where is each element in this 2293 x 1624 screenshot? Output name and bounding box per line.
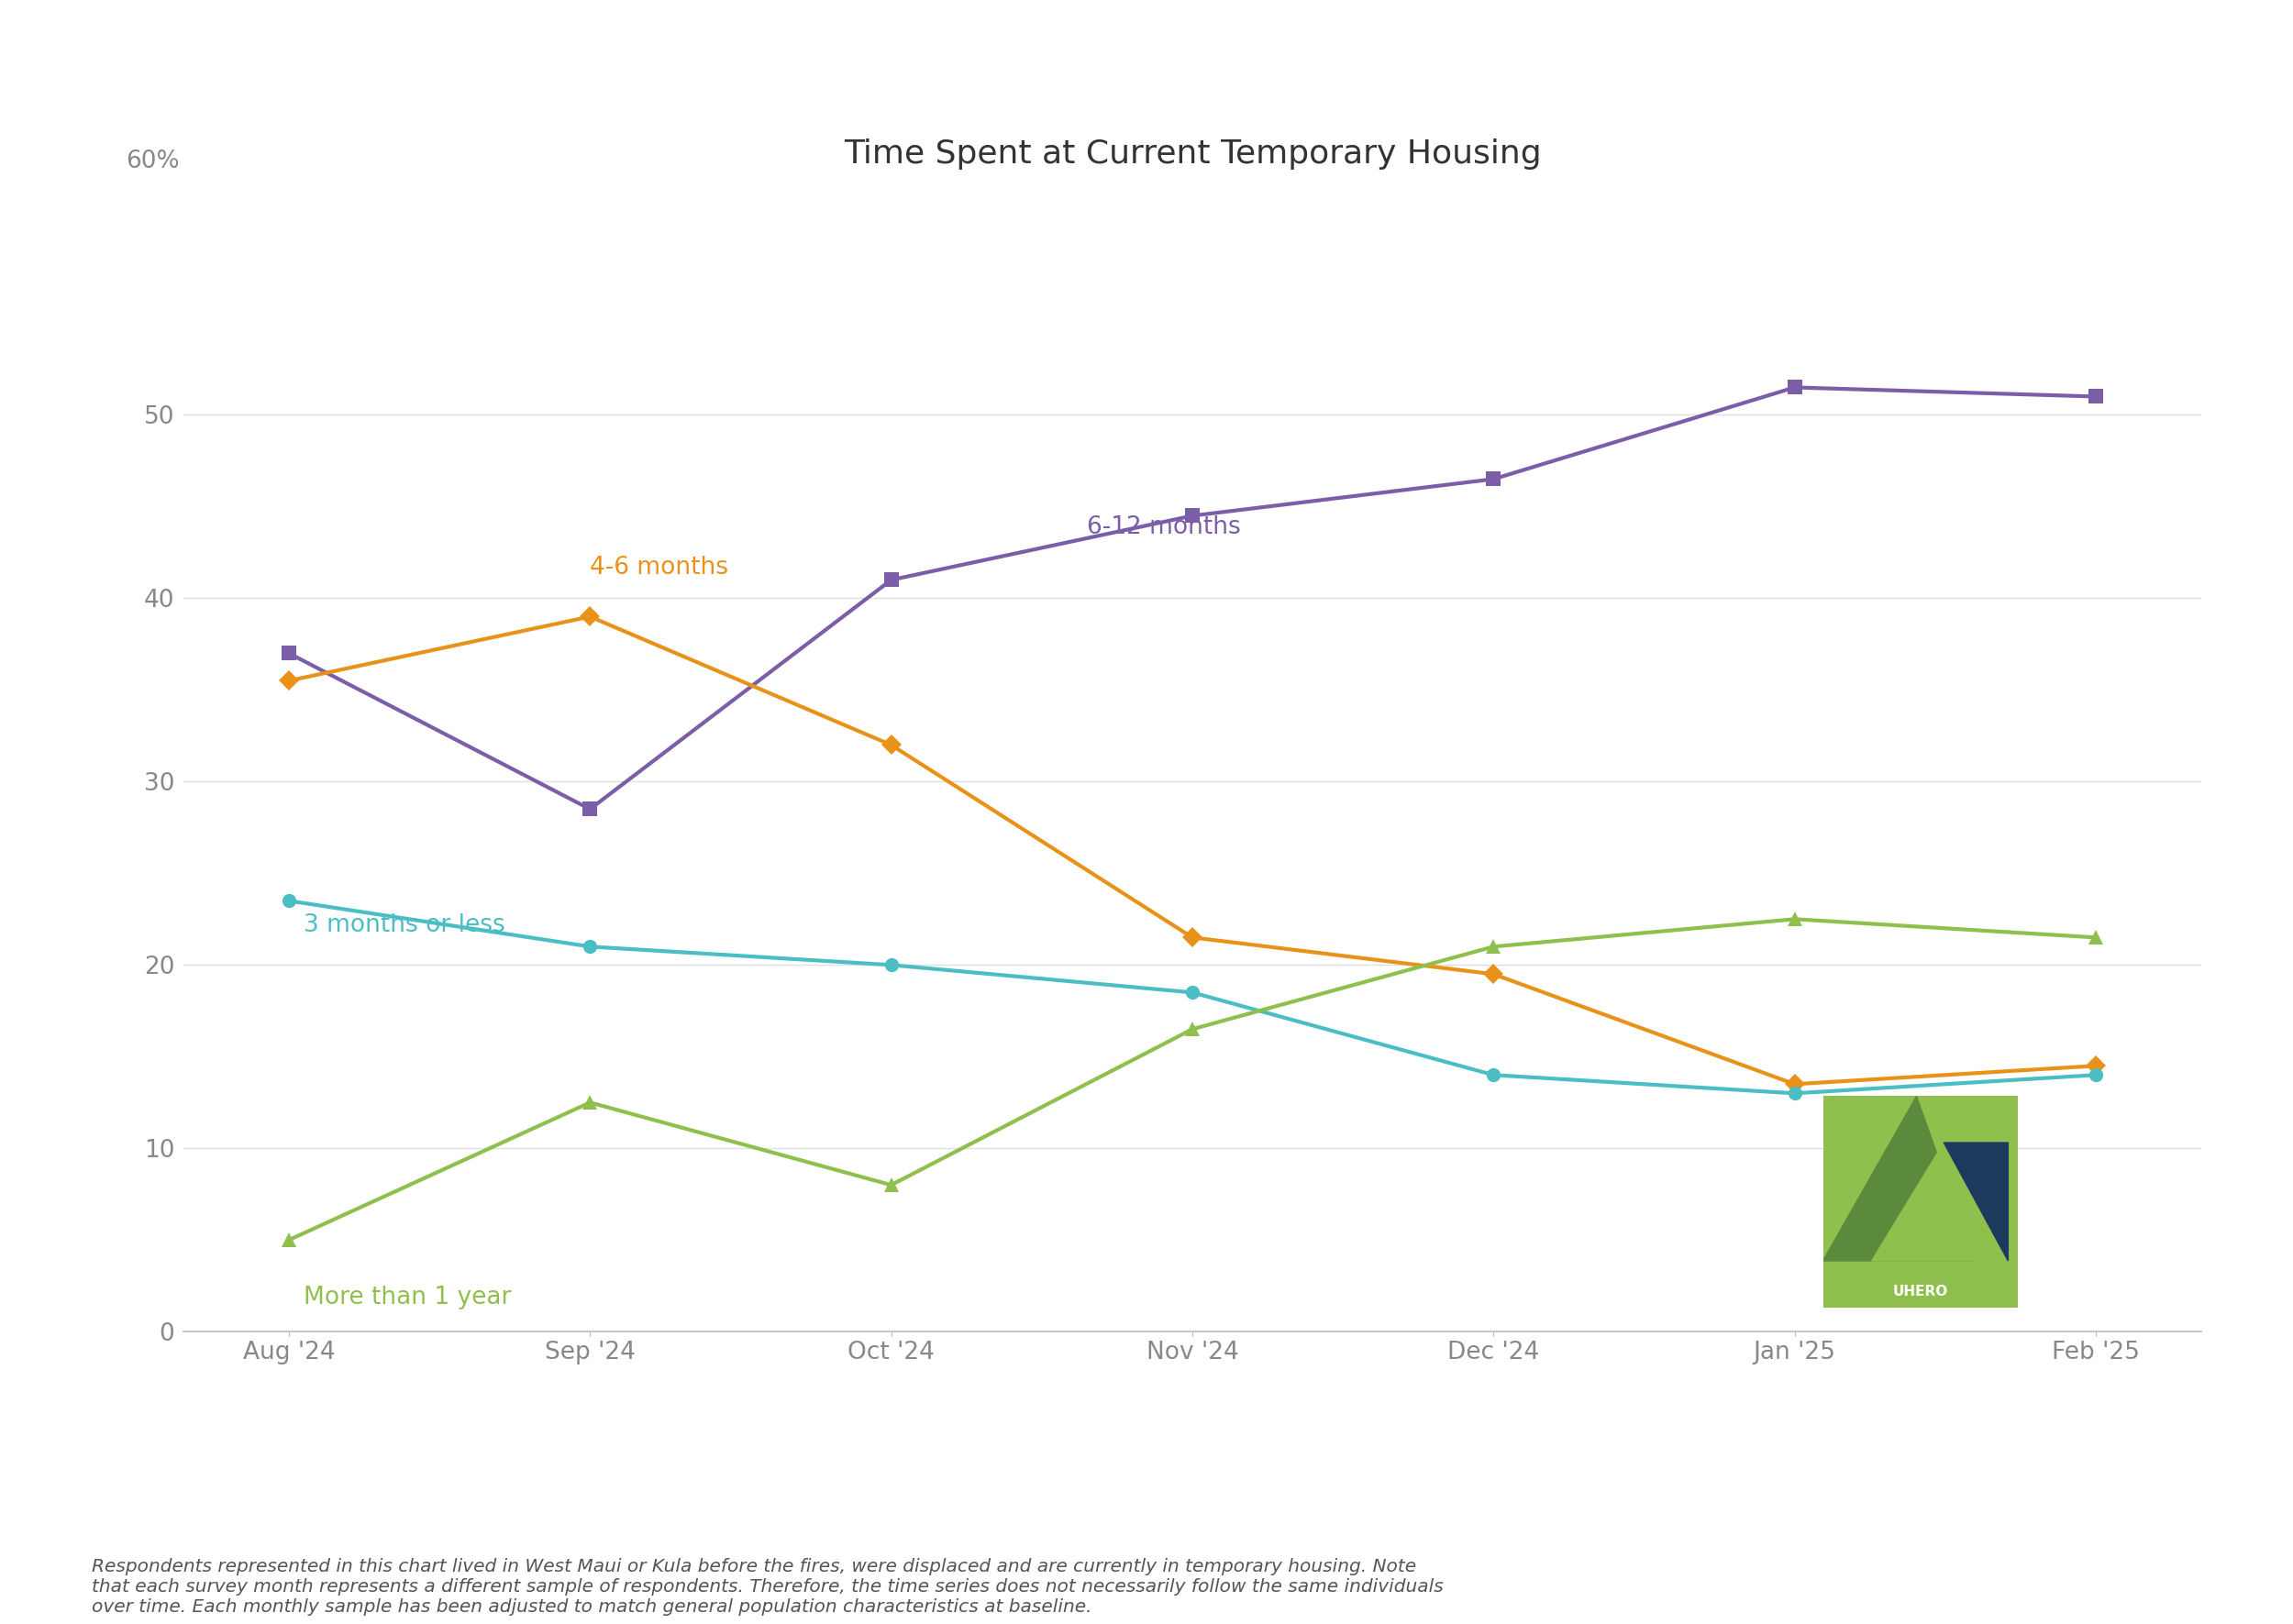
Polygon shape: [1944, 1143, 2009, 1260]
Text: 4-6 months: 4-6 months: [589, 555, 729, 580]
Title: Time Spent at Current Temporary Housing: Time Spent at Current Temporary Housing: [844, 138, 1541, 169]
Polygon shape: [1823, 1096, 1974, 1260]
Polygon shape: [1871, 1143, 2009, 1260]
Text: 3 months or less: 3 months or less: [305, 914, 504, 937]
Text: Respondents represented in this chart lived in West Maui or Kula before the fire: Respondents represented in this chart li…: [92, 1557, 1445, 1616]
Text: UHERO: UHERO: [1892, 1285, 1949, 1299]
Text: 60%: 60%: [126, 149, 179, 174]
Text: More than 1 year: More than 1 year: [305, 1286, 511, 1309]
Text: 6-12 months: 6-12 months: [1087, 516, 1241, 539]
